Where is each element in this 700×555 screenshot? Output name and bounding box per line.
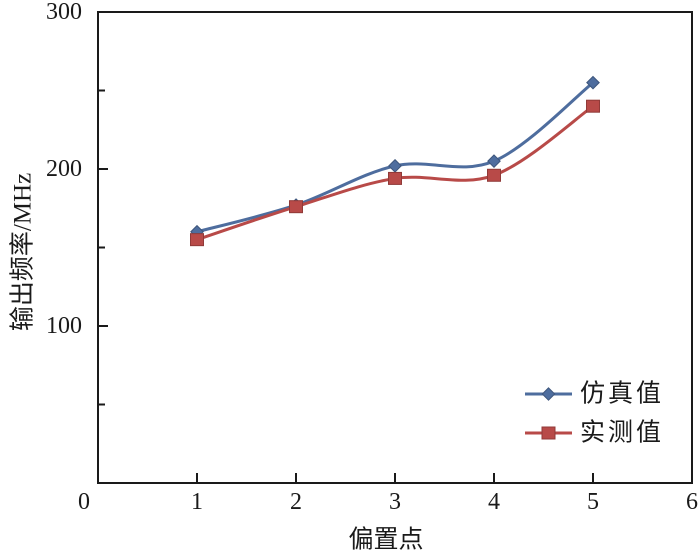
legend-item-0-label: 仿真值 (580, 380, 665, 408)
x-tick-label-0: 0 (78, 489, 90, 515)
x-tick-label-6: 6 (686, 489, 698, 515)
series-1-marker (388, 171, 402, 185)
y-tick-label-300: 300 (46, 0, 82, 25)
x-tick-label-1: 1 (191, 489, 203, 515)
series-1-marker (289, 200, 303, 214)
legend-1-marker (541, 426, 556, 440)
legend-item-1-label: 实测值 (580, 419, 665, 447)
series-0-line (195, 81, 595, 234)
series-0-marker (586, 75, 600, 90)
x-tick-label-4: 4 (488, 489, 500, 515)
x-tick-label-5: 5 (587, 489, 599, 515)
y-tick-label-200: 200 (46, 156, 82, 182)
series-1-marker (487, 168, 501, 182)
series-0-marker (487, 154, 501, 169)
series-1-marker (586, 99, 600, 113)
x-axis-label: 偏置点 (348, 526, 424, 554)
plot-frame (97, 11, 693, 484)
y-axis-label: 输出频率/MHz (9, 172, 37, 332)
x-tick-label-2: 2 (290, 489, 302, 515)
series-1-marker (190, 233, 204, 247)
legend-0-marker (541, 387, 556, 401)
y-tick-label-100: 100 (46, 313, 82, 339)
series-0-marker (388, 158, 402, 173)
x-tick-label-3: 3 (389, 489, 401, 515)
